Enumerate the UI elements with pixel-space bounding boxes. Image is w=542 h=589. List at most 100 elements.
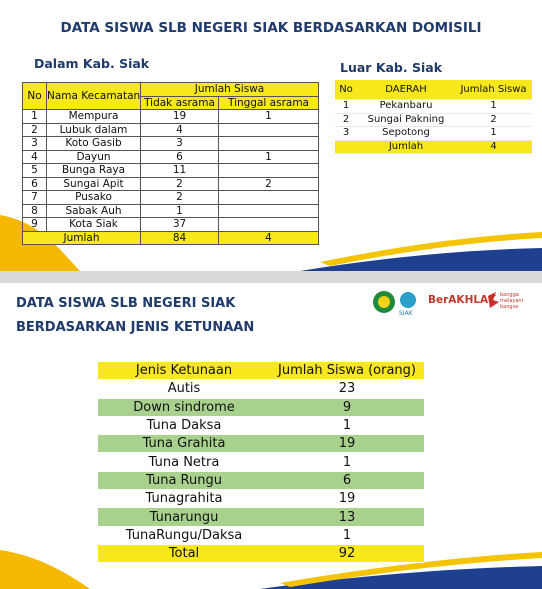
row: 8 Sabak Auh 1 [22,203,319,218]
logo-text: bangga melayani bangsa [500,292,523,310]
cell: 1 [270,452,424,472]
cell: Tuna Netra [98,452,270,472]
cell: Dayun [46,149,141,164]
cell: 84 [140,230,219,245]
row: 4 Dayun 6 1 [22,149,319,164]
cell: 6 [22,176,47,191]
cell: Tuna Grahita [98,434,270,454]
row: Tunagrahita 19 [98,489,424,509]
cell: 2 [218,176,319,191]
header-cell: DAERAH [357,80,455,100]
cell [218,122,319,137]
cell: 3 [335,126,357,141]
cell: Jumlah [22,230,141,245]
table-ketunaan: Jenis Ketunaan Jumlah Siswa (orang) Auti… [98,362,424,564]
cell: Kota Siak [46,217,141,232]
cell: Sabak Auh [46,203,141,218]
cell: 23 [270,379,424,399]
cell [218,190,319,205]
cell: Jumlah [357,140,455,154]
cell: 2 [22,122,47,137]
cell: Mempura [46,109,141,124]
cell: 4 [455,140,532,154]
cell: Down sindrome [98,398,270,417]
title: DATA SISWA SLB NEGERI SIAK [16,296,236,311]
row: Tunarungu 13 [98,507,424,527]
cell: 9 [22,217,47,232]
cell: Tunagrahita [98,489,270,509]
caption: Dalam Kab. Siak [34,56,150,71]
header-cell: Jumlah Siswa [455,80,532,100]
title: BERDASARKAN JENIS KETUNAAN [16,320,255,335]
header-cell: No [335,80,357,100]
cell: TunaRungu/Daksa [98,526,270,545]
cell: 11 [140,163,219,178]
row: Tuna Netra 1 [98,452,424,472]
row: 3 Koto Gasib 3 [22,136,319,151]
cell: Autis [98,379,270,399]
header-cell: Tidak asrama [140,95,219,110]
cell: 37 [140,217,219,232]
cell: Total [98,544,270,564]
cell: 1 [218,109,319,124]
cell: Tunarungu [98,507,270,527]
row: 9 Kota Siak 37 [22,217,319,232]
cell: Pekanbaru [357,99,455,114]
cell: 8 [22,203,47,218]
cell: 7 [22,190,47,205]
row: Tuna Daksa 1 [98,416,424,436]
cell: 2 [140,176,219,191]
cell: 92 [270,544,424,564]
cell: 2 [140,190,219,205]
row: Jumlah 4 [335,140,532,154]
cell: Bunga Raya [46,163,141,178]
cell: 3 [140,136,219,151]
cell: 4 [22,149,47,164]
cell: 6 [140,149,219,164]
row: Tuna Grahita 19 [98,434,424,454]
cell [218,136,319,151]
cell: 19 [270,489,424,509]
logo-text: BerAKHLAK [428,294,497,306]
cell: Sepotong [357,126,455,141]
header-cell: Jenis Ketunaan [98,362,270,381]
cell: 13 [270,507,424,527]
logo-text: SIAK [399,310,413,317]
cell: 1 [270,526,424,545]
cell [218,163,319,178]
cell: Lubuk dalam [46,122,141,137]
row: 2 Sungai Pakning 2 [335,113,532,127]
cell: Tuna Daksa [98,416,270,436]
row: Down sindrome 9 [98,398,424,417]
header-cell: No [22,82,47,110]
row: 7 Pusako 2 [22,190,319,205]
row: 1 Mempura 19 1 [22,109,319,124]
cell: 19 [270,434,424,454]
cell: 2 [455,113,532,127]
cell: 1 [270,416,424,436]
cell: 1 [22,109,47,124]
header-cell: Jumlah Siswa [140,82,319,97]
cell: 1 [455,99,532,114]
cell [218,203,319,218]
table-luar: No DAERAH Jumlah Siswa 1 Pekanbaru 1 2 Sunga… [335,80,532,154]
cell: Koto Gasib [46,136,141,151]
row: 5 Bunga Raya 11 [22,163,319,178]
cell: Tuna Rungu [98,471,270,491]
cell [335,140,357,154]
cell: 19 [140,109,219,124]
title: DATA SISWA SLB NEGERI SIAK BERDASARKAN D… [60,20,482,36]
row: 3 Sepotong 1 [335,126,532,141]
cell: 9 [270,398,424,417]
caption: Luar Kab. Siak [340,60,443,75]
cell: 5 [22,163,47,178]
table-dalam: No Nama Kecamatan Jumlah Siswa Tidak asr… [22,82,319,245]
cell [218,217,319,232]
cell: 4 [140,122,219,137]
row: 2 Lubuk dalam 4 [22,122,319,137]
row: TunaRungu/Daksa 1 [98,526,424,545]
divider [0,271,542,283]
cell: Sungai Pakning [357,113,455,127]
row: Autis 23 [98,379,424,399]
